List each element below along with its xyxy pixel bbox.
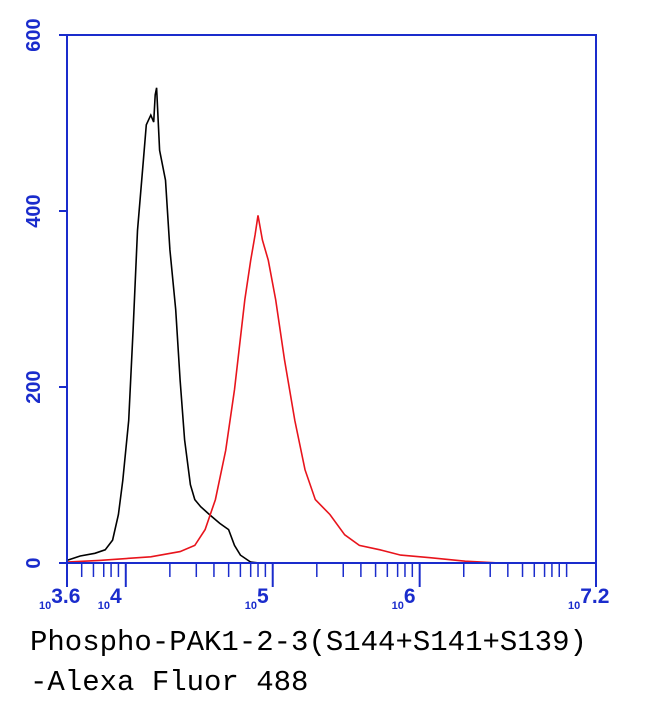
x-tick-exponent: 4 xyxy=(110,585,122,608)
y-tick-label: 400 xyxy=(23,194,45,227)
plot-frame xyxy=(66,34,597,564)
x-tick-exponent: 5 xyxy=(257,585,269,608)
x-tick-base: 10 xyxy=(39,600,51,612)
x-tick-label: 105 xyxy=(245,585,269,612)
x-tick-label: 107.2 xyxy=(568,585,609,612)
x-axis-label-line-2: -Alexa Fluor 488 xyxy=(30,666,308,699)
y-tick-label: 600 xyxy=(23,18,45,51)
x-tick-exponent: 6 xyxy=(404,585,416,608)
x-tick-base: 10 xyxy=(392,600,404,612)
x-tick-base: 10 xyxy=(98,600,110,612)
x-tick-exponent: 7.2 xyxy=(580,585,609,608)
x-tick-label: 106 xyxy=(392,585,416,612)
x-tick-base: 10 xyxy=(245,600,257,612)
y-tick-label: 200 xyxy=(23,370,45,403)
y-tick-label: 0 xyxy=(23,557,45,568)
x-tick-label: 104 xyxy=(98,585,122,612)
x-tick-exponent: 3.6 xyxy=(51,585,80,608)
histogram-line xyxy=(66,215,501,564)
x-tick-base: 10 xyxy=(568,600,580,612)
x-tick-label: 103.6 xyxy=(39,585,80,612)
x-axis-label-line-1: Phospho-PAK1-2-3(S144+S141+S139) xyxy=(30,626,587,659)
histogram-line xyxy=(66,87,301,564)
